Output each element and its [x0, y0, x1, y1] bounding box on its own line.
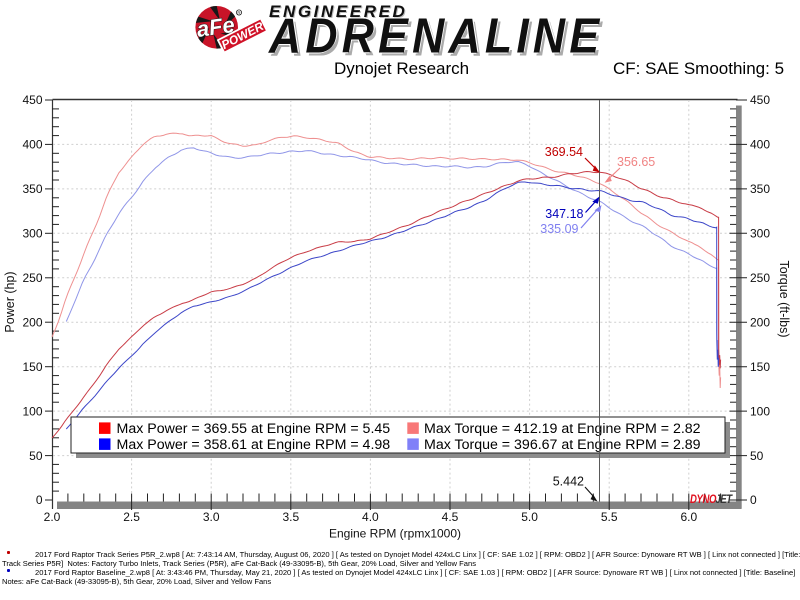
- svg-text:100: 100: [750, 404, 770, 418]
- svg-text:Max Torque = 396.67 at Engine: Max Torque = 396.67 at Engine RPM = 2.89: [424, 437, 701, 453]
- svg-text:3.0: 3.0: [203, 510, 220, 524]
- svg-text:200: 200: [750, 315, 770, 329]
- svg-text:200: 200: [22, 315, 42, 329]
- svg-text:3.5: 3.5: [282, 510, 299, 524]
- svg-text:300: 300: [22, 227, 42, 241]
- svg-text:356.65: 356.65: [617, 155, 655, 169]
- svg-text:250: 250: [22, 271, 42, 285]
- svg-text:347.18: 347.18: [545, 207, 583, 221]
- svg-text:4.5: 4.5: [442, 510, 459, 524]
- svg-text:5.5: 5.5: [601, 510, 618, 524]
- svg-text:250: 250: [750, 271, 770, 285]
- svg-text:50: 50: [29, 449, 43, 463]
- svg-text:Power (hp): Power (hp): [3, 271, 17, 332]
- svg-text:0: 0: [36, 493, 43, 507]
- svg-text:100: 100: [22, 404, 42, 418]
- svg-text:2.5: 2.5: [123, 510, 140, 524]
- svg-text:2.0: 2.0: [44, 510, 61, 524]
- svg-text:Max Torque = 412.19 at Engine: Max Torque = 412.19 at Engine RPM = 2.82: [424, 421, 701, 437]
- svg-text:400: 400: [750, 138, 770, 152]
- svg-text:4.0: 4.0: [362, 510, 379, 524]
- svg-text:5.442: 5.442: [553, 475, 584, 489]
- svg-text:Engine RPM (rpmx1000): Engine RPM (rpmx1000): [329, 527, 461, 541]
- svg-text:450: 450: [22, 93, 42, 107]
- svg-text:350: 350: [750, 182, 770, 196]
- svg-text:400: 400: [22, 138, 42, 152]
- svg-text:0: 0: [750, 493, 757, 507]
- svg-text:50: 50: [750, 449, 764, 463]
- svg-text:150: 150: [22, 360, 42, 374]
- svg-text:300: 300: [750, 227, 770, 241]
- svg-text:Max Power = 358.61 at Engine R: Max Power = 358.61 at Engine RPM = 4.98: [117, 437, 391, 453]
- svg-text:150: 150: [750, 360, 770, 374]
- svg-text:6.0: 6.0: [680, 510, 697, 524]
- svg-text:5.0: 5.0: [521, 510, 538, 524]
- svg-text:450: 450: [750, 93, 770, 107]
- svg-text:R: R: [237, 10, 241, 15]
- svg-text:335.09: 335.09: [540, 222, 578, 236]
- svg-text:369.54: 369.54: [545, 145, 583, 159]
- svg-text:350: 350: [22, 182, 42, 196]
- svg-text:Max Power = 369.55 at Engine R: Max Power = 369.55 at Engine RPM = 5.45: [117, 421, 391, 437]
- svg-text:Torque (ft-lbs): Torque (ft-lbs): [777, 260, 791, 337]
- svg-text:DYNOJET: DYNOJET: [690, 493, 733, 506]
